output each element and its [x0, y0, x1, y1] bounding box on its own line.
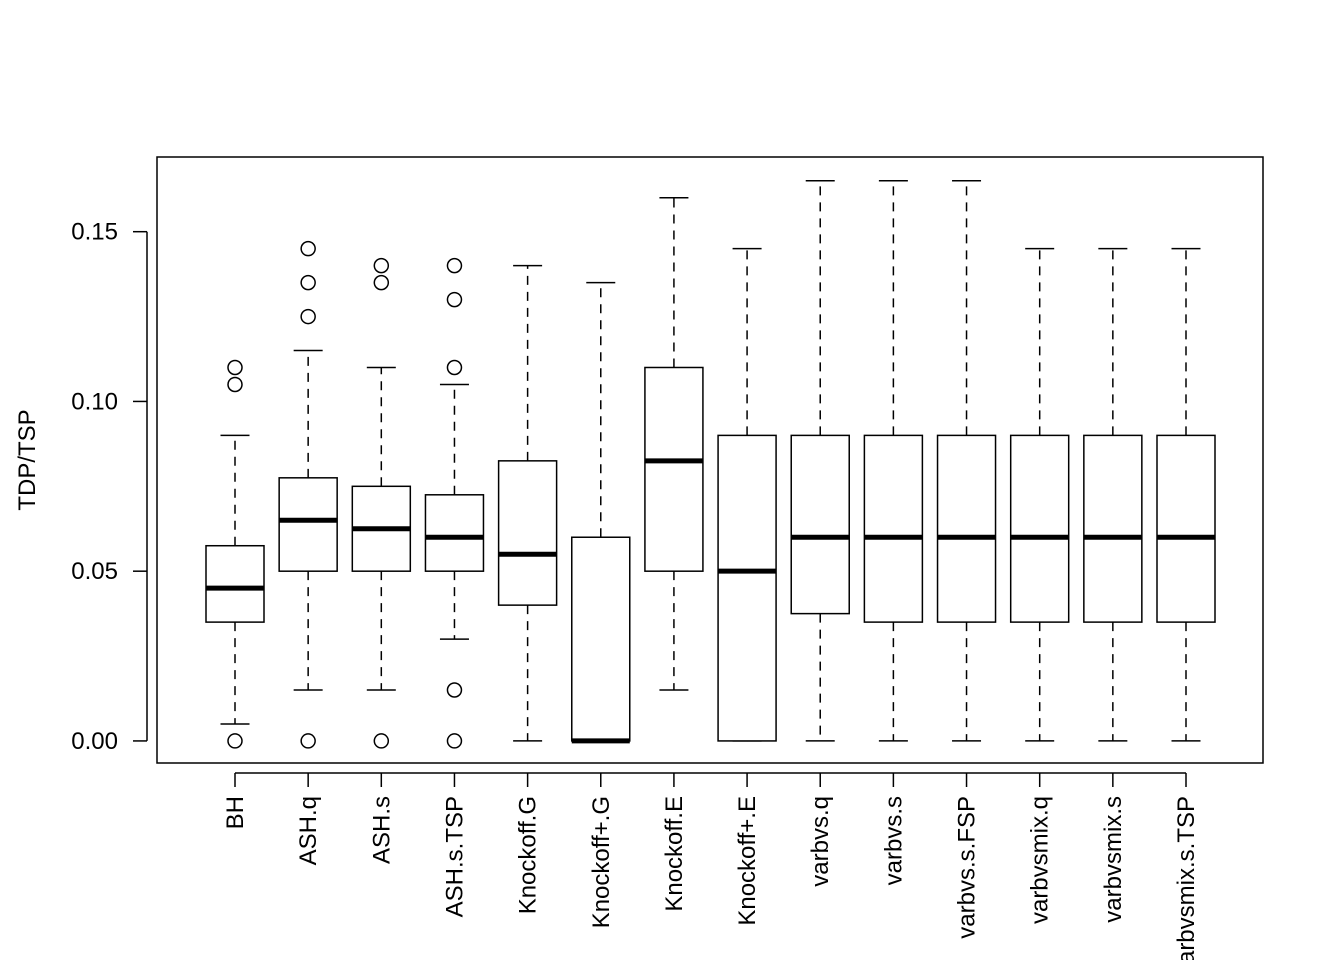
box-varbvs.s.FSP	[936, 180, 997, 742]
box-varbvs.s	[863, 180, 924, 742]
box-ASH.q	[278, 240, 338, 749]
box-ASH.s	[351, 257, 412, 749]
outlier-point	[300, 733, 316, 749]
outlier-point	[227, 376, 243, 393]
outlier-point	[300, 240, 316, 257]
iqr-box	[278, 477, 338, 572]
outlier-point	[227, 359, 243, 376]
x-tick-label: Knockoff.E	[661, 796, 688, 912]
iqr-box	[717, 434, 777, 742]
x-tick-label: Knockoff+.E	[734, 796, 761, 926]
x-tick-label: varbvsmix.s.TSP	[1173, 796, 1200, 960]
x-tick-label: ASH.s	[368, 796, 395, 864]
x-tick-label: varbvsmix.q	[1027, 796, 1054, 924]
iqr-box	[1083, 434, 1143, 623]
box-Knockoff+.E	[717, 247, 777, 742]
x-tick-label: ASH.s.TSP	[441, 796, 468, 917]
outlier-point	[446, 682, 463, 698]
box-varbvsmix.q	[1009, 247, 1070, 742]
y-tick-label: 0.00	[71, 728, 118, 755]
x-tick-label: varbvsmix.s	[1100, 796, 1127, 923]
outlier-point	[300, 308, 316, 325]
x-tick-label: varbvs.s	[880, 796, 907, 885]
x-tick-label: varbvs.q	[807, 796, 834, 887]
outlier-point	[446, 733, 463, 749]
y-tick-label: 0.05	[71, 558, 118, 585]
iqr-box	[936, 434, 997, 623]
box-varbvsmix.s	[1083, 247, 1143, 742]
box-ASH.s.TSP	[424, 257, 485, 749]
iqr-box	[644, 366, 704, 572]
outlier-point	[300, 274, 316, 291]
iqr-box	[790, 434, 850, 615]
outlier-point	[373, 257, 390, 274]
outlier-point	[227, 733, 243, 749]
y-tick-label: 0.15	[71, 219, 118, 246]
box-Knockoff.E	[644, 196, 704, 691]
outlier-point	[446, 291, 463, 308]
x-tick-label: Knockoff.G	[515, 796, 542, 914]
outlier-point	[446, 359, 463, 376]
x-tick-label: Knockoff+.G	[588, 796, 615, 928]
y-tick-label: 0.10	[71, 388, 118, 415]
iqr-box	[863, 434, 924, 623]
x-tick-label: ASH.q	[295, 796, 322, 865]
box-varbvs.q	[790, 180, 850, 742]
iqr-box	[1156, 434, 1216, 623]
box-Knockoff+.G	[571, 281, 631, 744]
outlier-point	[373, 733, 390, 749]
outlier-point	[373, 274, 390, 291]
y-axis-label: TDP/TSP	[14, 409, 41, 510]
box-varbvsmix.s.TSP	[1156, 247, 1216, 742]
outlier-point	[446, 257, 463, 274]
iqr-box	[1009, 434, 1070, 623]
iqr-box	[571, 536, 631, 742]
boxes	[205, 180, 1216, 749]
box-BH	[205, 359, 265, 749]
iqr-box	[205, 544, 265, 623]
x-axis: BH ASH.q ASH.s ASH.s.TSP Knockoff.G Knockoff+…	[222, 772, 1200, 960]
x-tick-label: varbvs.s.FSP	[954, 796, 981, 939]
plot-frame	[156, 156, 1264, 764]
x-tick-label: BH	[222, 796, 249, 829]
iqr-box	[497, 460, 558, 606]
iqr-box	[424, 494, 485, 572]
box-Knockoff.G	[497, 264, 558, 742]
y-axis: 0.00 0.05 0.10 0.15	[71, 219, 148, 755]
